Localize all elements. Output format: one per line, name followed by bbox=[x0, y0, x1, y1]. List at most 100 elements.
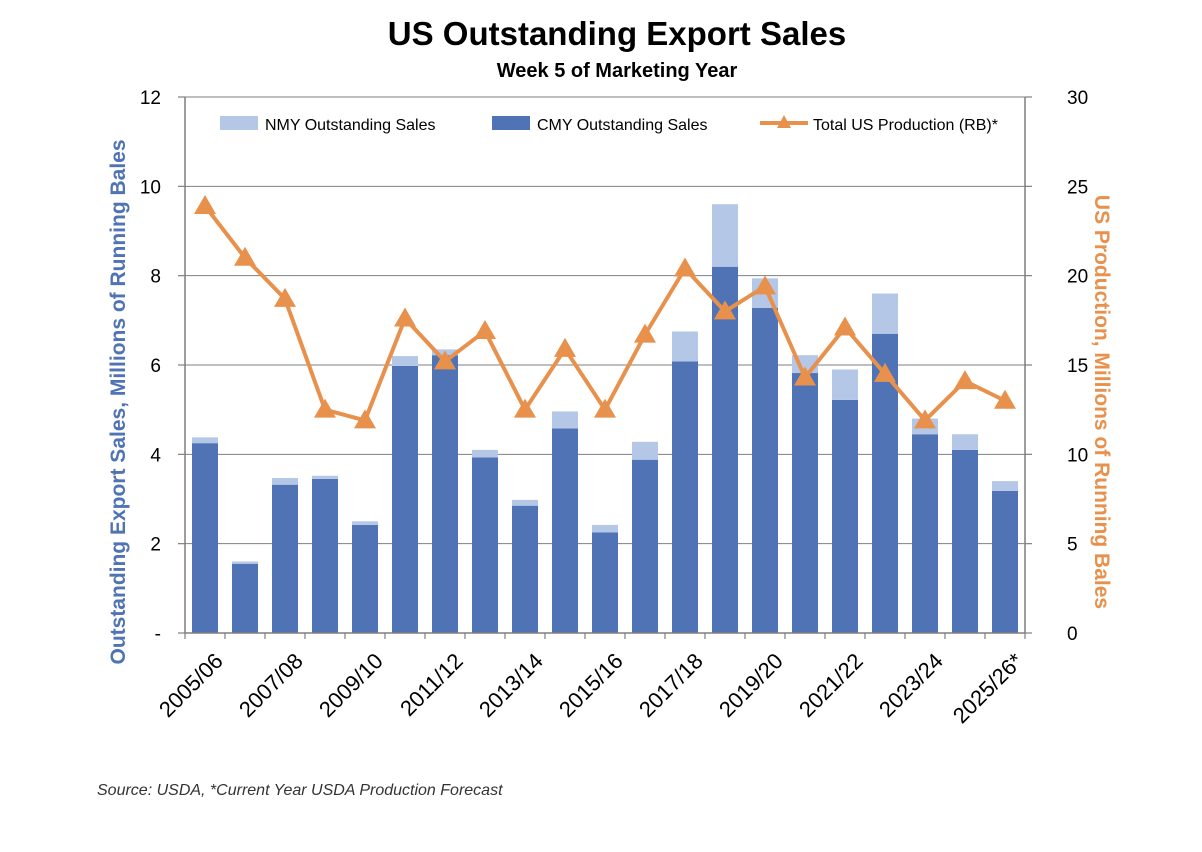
production-point bbox=[994, 389, 1016, 409]
bar-nmy bbox=[632, 441, 658, 460]
bar-cmy bbox=[792, 373, 818, 633]
bar-cmy bbox=[312, 478, 338, 633]
bar-nmy bbox=[712, 204, 738, 267]
bar-nmy bbox=[592, 524, 618, 533]
x-tick-label: 2013/14 bbox=[474, 648, 548, 722]
bar-nmy bbox=[312, 475, 338, 479]
left-tick-label: 2 bbox=[150, 535, 161, 556]
production-point bbox=[194, 194, 216, 214]
bar-cmy bbox=[912, 434, 938, 633]
bar-cmy bbox=[632, 459, 658, 633]
production-point bbox=[274, 287, 296, 307]
legend-swatch-nmy bbox=[220, 116, 258, 130]
production-point bbox=[394, 307, 416, 327]
axes bbox=[178, 96, 1032, 639]
bar-nmy bbox=[952, 434, 978, 450]
production-point bbox=[914, 409, 936, 429]
left-tick-label: 6 bbox=[150, 356, 161, 377]
bar-cmy bbox=[432, 355, 458, 633]
x-tick-label: 2015/16 bbox=[554, 648, 628, 722]
chart-subtitle: Week 5 of Marketing Year bbox=[497, 60, 738, 82]
right-tick-label: 25 bbox=[1067, 177, 1088, 198]
bars bbox=[192, 204, 1018, 633]
right-tick-label: 20 bbox=[1067, 267, 1088, 288]
x-tick-label: 2009/10 bbox=[314, 648, 388, 722]
bar-cmy bbox=[672, 361, 698, 633]
bar-cmy bbox=[192, 443, 218, 633]
production-point bbox=[794, 366, 816, 386]
legend-label-nmy: NMY Outstanding Sales bbox=[265, 117, 435, 134]
production-point bbox=[754, 275, 776, 295]
y-axis-label-left: Outstanding Export Sales, Millions of Ru… bbox=[107, 139, 130, 664]
bar-cmy bbox=[992, 490, 1018, 633]
bar-cmy bbox=[952, 449, 978, 633]
chart-title: US Outstanding Export Sales bbox=[388, 15, 846, 52]
legend-label-production: Total US Production (RB)* bbox=[813, 117, 998, 134]
bar-nmy bbox=[672, 331, 698, 362]
production-line bbox=[194, 194, 1016, 429]
legend: NMY Outstanding Sales CMY Outstanding Sa… bbox=[220, 115, 998, 134]
bar-nmy bbox=[392, 356, 418, 366]
right-axis-ticks: 0 5 10 15 20 25 30 bbox=[1067, 88, 1088, 645]
bar-nmy bbox=[472, 449, 498, 458]
bar-nmy bbox=[232, 561, 258, 564]
bar-nmy bbox=[352, 521, 378, 525]
right-tick-label: 15 bbox=[1067, 356, 1088, 377]
production-point bbox=[554, 337, 576, 357]
bar-nmy bbox=[552, 411, 578, 429]
bar-cmy bbox=[712, 266, 738, 633]
bar-nmy bbox=[192, 437, 218, 444]
source-note: Source: USDA, *Current Year USDA Product… bbox=[97, 782, 503, 799]
bar-cmy bbox=[832, 399, 858, 633]
production-point bbox=[874, 362, 896, 382]
left-tick-label: - bbox=[155, 624, 161, 645]
bar-cmy bbox=[472, 457, 498, 633]
bar-cmy bbox=[552, 428, 578, 633]
right-tick-label: 10 bbox=[1067, 445, 1088, 466]
bar-nmy bbox=[992, 481, 1018, 491]
right-tick-label: 5 bbox=[1067, 535, 1078, 556]
production-point bbox=[674, 257, 696, 277]
production-point bbox=[594, 398, 616, 418]
bar-cmy bbox=[392, 365, 418, 633]
production-point bbox=[634, 323, 656, 343]
legend-marker-production bbox=[777, 115, 791, 128]
x-tick-label: 2011/12 bbox=[395, 648, 468, 721]
bar-nmy bbox=[512, 499, 538, 506]
legend-label-cmy: CMY Outstanding Sales bbox=[537, 117, 707, 134]
legend-swatch-cmy bbox=[492, 116, 530, 130]
right-tick-label: 0 bbox=[1067, 624, 1078, 645]
production-point bbox=[954, 370, 976, 390]
bar-nmy bbox=[272, 478, 298, 485]
bar-cmy bbox=[272, 484, 298, 633]
x-tick-label: 2007/08 bbox=[234, 648, 308, 722]
y-axis-label-right: US Production, Millions of Running Bales bbox=[1090, 195, 1113, 609]
bar-nmy bbox=[832, 369, 858, 400]
x-tick-label: 2017/18 bbox=[634, 648, 708, 722]
x-tick-label: 2005/06 bbox=[154, 648, 228, 722]
right-tick-label: 30 bbox=[1067, 88, 1088, 109]
left-tick-label: 8 bbox=[150, 267, 161, 288]
bar-cmy bbox=[752, 307, 778, 633]
x-axis-ticks: 2005/06 2007/08 2009/10 2011/12 2013/14 2015/… bbox=[154, 648, 1028, 728]
production-point bbox=[354, 409, 376, 429]
production-point bbox=[234, 246, 256, 266]
x-tick-label: 2021/22 bbox=[794, 648, 868, 722]
production-point bbox=[474, 320, 496, 340]
left-tick-label: 10 bbox=[140, 177, 161, 198]
x-tick-label: 2025/26* bbox=[948, 648, 1028, 728]
production-point bbox=[834, 316, 856, 336]
left-tick-label: 4 bbox=[150, 445, 161, 466]
production-point bbox=[714, 300, 736, 320]
left-tick-label: 12 bbox=[140, 88, 161, 109]
production-point bbox=[434, 350, 456, 370]
gridlines bbox=[185, 96, 1025, 545]
bar-cmy bbox=[352, 524, 378, 633]
production-point bbox=[514, 398, 536, 418]
x-tick-label: 2023/24 bbox=[874, 648, 948, 722]
left-axis-ticks: - 2 4 6 8 10 12 bbox=[140, 88, 162, 645]
bar-cmy bbox=[592, 532, 618, 633]
bar-nmy bbox=[872, 293, 898, 334]
bar-cmy bbox=[512, 505, 538, 633]
